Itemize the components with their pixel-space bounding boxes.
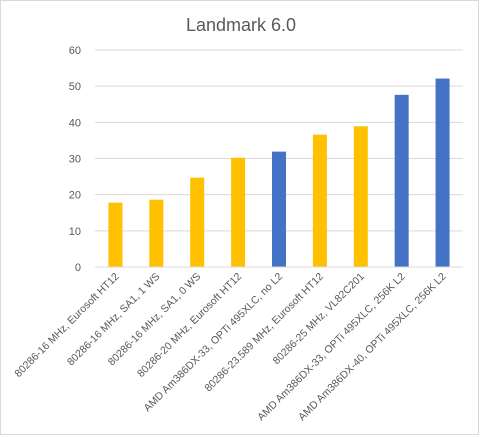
bar-2 [149,199,164,267]
y-tick-label: 60 [69,45,81,57]
bar-3 [190,177,205,267]
y-axis-ticks: 0 10 20 30 40 50 60 [69,45,81,274]
x-category-label: AMD Am386DX-33, OPTi 495XLC, 256K L2 [255,271,408,424]
bar-6 [312,134,327,267]
y-tick-label: 0 [75,262,81,274]
y-tick-label: 30 [69,154,81,166]
bars [108,78,450,268]
y-tick-label: 50 [69,81,81,93]
bar-5 [272,151,286,267]
y-tick-label: 40 [69,117,81,129]
bar-7 [353,126,368,267]
y-tick-label: 20 [69,190,81,202]
y-tick-label: 10 [69,226,81,238]
x-category-label: AMD Am386DX-40, OPTi 495XLC, 256K L2 [296,271,449,424]
chart-title: Landmark 6.0 [186,15,296,35]
bar-1 [108,202,123,267]
bar-4 [231,157,246,267]
bar-9 [435,78,450,268]
bar-8 [394,94,409,267]
